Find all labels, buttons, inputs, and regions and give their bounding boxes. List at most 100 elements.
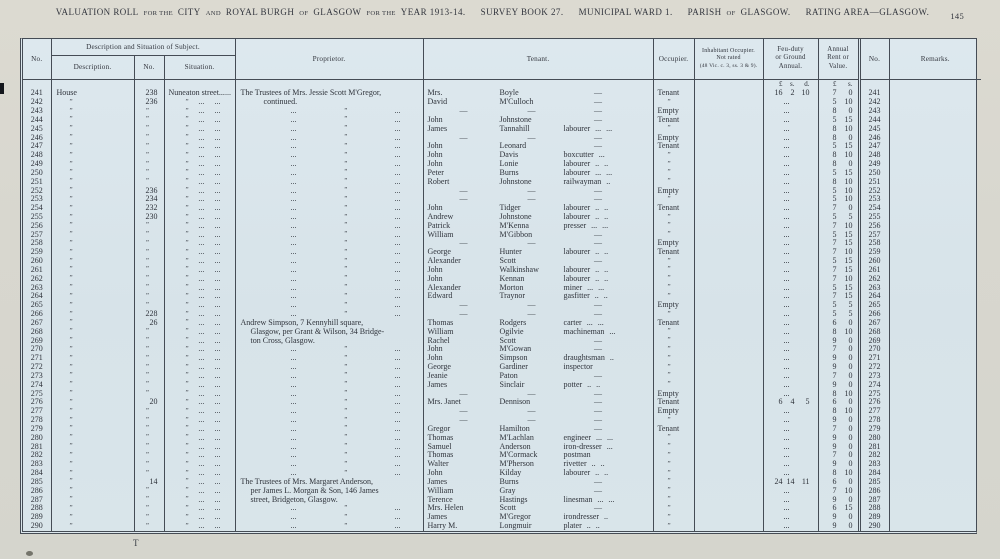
- cell-occupier: Tenant: [652, 247, 695, 257]
- cell-tenant: — — —: [422, 415, 654, 425]
- cell-feu-duty: ...: [762, 327, 819, 337]
- cell-no: 259: [30, 247, 43, 257]
- cell-feu-duty: ...: [762, 194, 819, 204]
- cell-description: ”: [50, 371, 134, 381]
- cell-annual-rent: 7 10: [817, 274, 860, 284]
- cell-occupier: Tenant: [652, 89, 695, 98]
- cell-no-right: 262: [857, 274, 890, 284]
- cell-feu-duty: ...: [762, 247, 819, 257]
- cell-remarks: [888, 327, 982, 337]
- cell-no-right: 255: [857, 212, 890, 222]
- cell-feu-duty: ...: [762, 450, 819, 460]
- cell-description: ”: [50, 309, 134, 319]
- cell-tenant: Rachel Scott —: [422, 336, 654, 346]
- cell-remarks: [888, 495, 982, 504]
- cell-inhabitant-occupier: [693, 450, 764, 460]
- cell-house-no: ”: [133, 406, 164, 416]
- cell-inhabitant-occupier: [693, 477, 764, 487]
- table-header-row-2: Description. No. Situation.: [23, 55, 981, 80]
- cell-feu-duty: ...: [762, 177, 819, 187]
- cell-description: ”: [50, 353, 134, 363]
- cell-no: 242: [30, 97, 43, 107]
- cell-tenant: Walter M'Pherson rivetter .. ..: [422, 459, 654, 469]
- table-row: 276 ” 20”.........”... Mrs. Janet Dennison — T…: [23, 397, 982, 407]
- cell-proprietor: ...”...: [234, 212, 424, 222]
- cell-inhabitant-occupier: [693, 371, 764, 381]
- cell-proprietor: ...”...: [234, 397, 424, 407]
- cell-proprietor: ...”...: [234, 265, 424, 275]
- cell-remarks: [888, 177, 982, 187]
- cell-description: ”: [50, 256, 134, 266]
- cell-remarks: [888, 247, 982, 257]
- valuation-table: No. Description and Situation of Subject…: [23, 39, 982, 531]
- cell-occupier: ”: [652, 486, 695, 496]
- cell-occupier: ”: [652, 477, 695, 487]
- cell-tenant: George Hunter labourer .. ..: [422, 247, 654, 257]
- cell-tenant: William M'Gibbon —: [422, 230, 654, 240]
- table-header-row-1: No. Description and Situation of Subject…: [23, 39, 982, 80]
- cell-feu-duty: ...: [762, 203, 819, 213]
- cell-remarks: [888, 468, 982, 478]
- cell-inhabitant-occupier: [693, 239, 764, 248]
- cell-house-no: 234: [133, 194, 164, 204]
- cell-occupier: Tenant: [652, 203, 695, 213]
- table-row: 244”””.........”... John Johnstone — Tenant.…: [23, 115, 982, 125]
- cell-annual-rent: 8 10: [817, 327, 860, 337]
- cell-description: ”: [50, 106, 134, 116]
- cell-description: ”: [50, 459, 134, 469]
- cell-no: 264: [30, 292, 43, 301]
- cell-no: 280: [30, 433, 43, 442]
- table-row: 268”””...... Glasgow, per Grant & Wilson,…: [23, 327, 982, 337]
- cell-no-right: 287: [857, 495, 890, 504]
- cell-situation: ”......: [163, 353, 236, 363]
- cell-house-no: 236: [133, 97, 164, 107]
- cell-feu-duty: ...: [762, 212, 819, 222]
- cell-no: 282: [30, 450, 43, 460]
- cell-occupier: Tenant: [652, 318, 695, 328]
- table-row: 253” 234”.........”... — — —”... 5 10 253: [23, 194, 982, 204]
- cell-no-right: 278: [857, 415, 890, 425]
- cell-proprietor: ...”...: [234, 512, 424, 522]
- cell-tenant: George Gardiner inspector: [422, 362, 654, 372]
- table-row: 277”””.........”... — — — Empty... 8 10 277: [23, 406, 982, 416]
- cell-occupier: ”: [652, 415, 695, 425]
- cell-situation: ”......: [163, 512, 236, 522]
- title-segment: VALUATION ROLL: [55, 7, 139, 17]
- cell-remarks: [888, 336, 982, 346]
- cell-description: ”: [50, 433, 134, 443]
- cell-inhabitant-occupier: [693, 521, 764, 531]
- cell-house-no: ”: [133, 283, 164, 293]
- cell-description: ”: [50, 159, 134, 169]
- cell-proprietor: ...”...: [234, 406, 424, 416]
- cell-description: House: [50, 89, 134, 98]
- cell-tenant: David M'Culloch —: [422, 97, 654, 107]
- cell-tenant: — — —: [422, 186, 654, 195]
- cell-inhabitant-occupier: [693, 415, 764, 425]
- cell-remarks: [888, 133, 982, 142]
- cell-proprietor: ...”...: [234, 300, 424, 310]
- cell-occupier: ”: [652, 309, 695, 319]
- cell-no: 250: [30, 168, 43, 177]
- cell-remarks: [888, 89, 982, 98]
- cell-situation: ”......: [163, 203, 236, 213]
- cell-situation: ”......: [163, 380, 236, 390]
- cell-no-right: 249: [857, 159, 890, 169]
- cell-no-right: 272: [857, 362, 890, 372]
- cell-remarks: [888, 194, 982, 204]
- cell-house-no: 230: [133, 212, 164, 222]
- cell-feu-duty: ...: [762, 389, 819, 398]
- table-row: 275”””.........”... — — — Empty... 8 10 275: [23, 389, 982, 398]
- table-row: 265”””.........”... — — — Empty... 5 5 265: [23, 300, 982, 310]
- cell-inhabitant-occupier: [693, 397, 764, 407]
- cell-remarks: [888, 230, 982, 240]
- cell-remarks: [888, 521, 982, 531]
- cell-remarks: [888, 79, 982, 89]
- cell-no-right: 281: [857, 442, 890, 451]
